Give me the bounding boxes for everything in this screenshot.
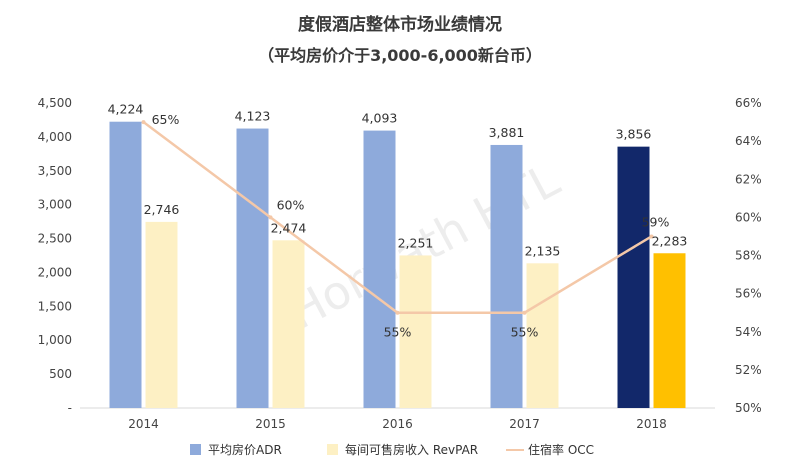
bar-revpar <box>526 263 559 408</box>
y-right-tick-label: 62% <box>735 172 762 186</box>
x-tick-label: 2018 <box>636 417 667 431</box>
y-left-tick-label: 2,500 <box>38 232 72 246</box>
chart-title: 度假酒店整体市场业绩情况 <box>298 15 502 35</box>
chart-subtitle: （平均房价介于3,000-6,000新台币） <box>258 46 542 65</box>
bar-revpar <box>399 255 432 408</box>
x-tick-label: 2016 <box>382 417 413 431</box>
bar-revpar <box>653 253 686 408</box>
bar-revpar <box>272 240 305 408</box>
bar-revpar <box>145 221 178 408</box>
data-label-adr: 4,093 <box>362 111 398 126</box>
x-tick-label: 2015 <box>255 417 286 431</box>
bar-adr <box>236 128 269 408</box>
legend-swatch <box>327 444 338 455</box>
y-right-tick-label: 50% <box>735 401 762 415</box>
legend-swatch <box>190 444 201 455</box>
occ-point <box>141 120 146 125</box>
legend-label: 平均房价ADR <box>208 442 282 457</box>
data-label-revpar: 2,135 <box>525 243 561 258</box>
y-left-tick-label: 500 <box>49 367 72 381</box>
occ-point <box>395 310 400 315</box>
y-left-tick-label: 3,500 <box>38 164 72 178</box>
y-left-tick-label: 4,500 <box>38 96 72 110</box>
y-right-tick-label: 54% <box>735 325 762 339</box>
y-right-tick-label: 64% <box>735 134 762 148</box>
legend-label: 每间可售房收入 RevPAR <box>345 442 478 457</box>
data-label-revpar: 2,251 <box>398 235 434 250</box>
data-label-occ: 60% <box>277 197 305 212</box>
data-label-occ: 59% <box>642 214 670 229</box>
x-tick-label: 2017 <box>509 417 540 431</box>
y-right-tick-label: 60% <box>735 210 762 224</box>
bar-adr <box>109 121 142 408</box>
y-left-tick-label: 1,500 <box>38 299 72 313</box>
occ-point <box>522 310 527 315</box>
y-right-tick-label: 56% <box>735 287 762 301</box>
legend-label: 住宿率 OCC <box>528 442 594 457</box>
data-label-adr: 3,881 <box>489 125 525 140</box>
data-label-revpar: 2,283 <box>652 233 688 248</box>
data-label-adr: 4,224 <box>108 102 144 117</box>
bar-adr <box>617 146 650 408</box>
data-label-adr: 3,856 <box>616 127 652 142</box>
y-left-tick-label: 4,000 <box>38 130 72 144</box>
y-right-tick-label: 58% <box>735 249 762 263</box>
data-label-occ: 65% <box>152 112 180 127</box>
y-left-tick-label: 3,000 <box>38 198 72 212</box>
y-right-tick-label: 66% <box>735 96 762 110</box>
data-label-revpar: 2,746 <box>144 202 180 217</box>
y-left-tick-label: - <box>68 401 72 415</box>
y-left-tick-label: 1,000 <box>38 333 72 347</box>
y-right-tick-label: 52% <box>735 363 762 377</box>
occ-point <box>649 234 654 239</box>
bar-adr <box>363 130 396 408</box>
data-label-occ: 55% <box>384 325 412 340</box>
data-label-occ: 55% <box>511 325 539 340</box>
x-tick-label: 2014 <box>128 417 159 431</box>
y-left-tick-label: 2,000 <box>38 265 72 279</box>
occ-point <box>268 215 273 220</box>
data-label-adr: 4,123 <box>235 109 271 124</box>
bar-adr <box>490 144 523 408</box>
data-label-revpar: 2,474 <box>271 220 307 235</box>
